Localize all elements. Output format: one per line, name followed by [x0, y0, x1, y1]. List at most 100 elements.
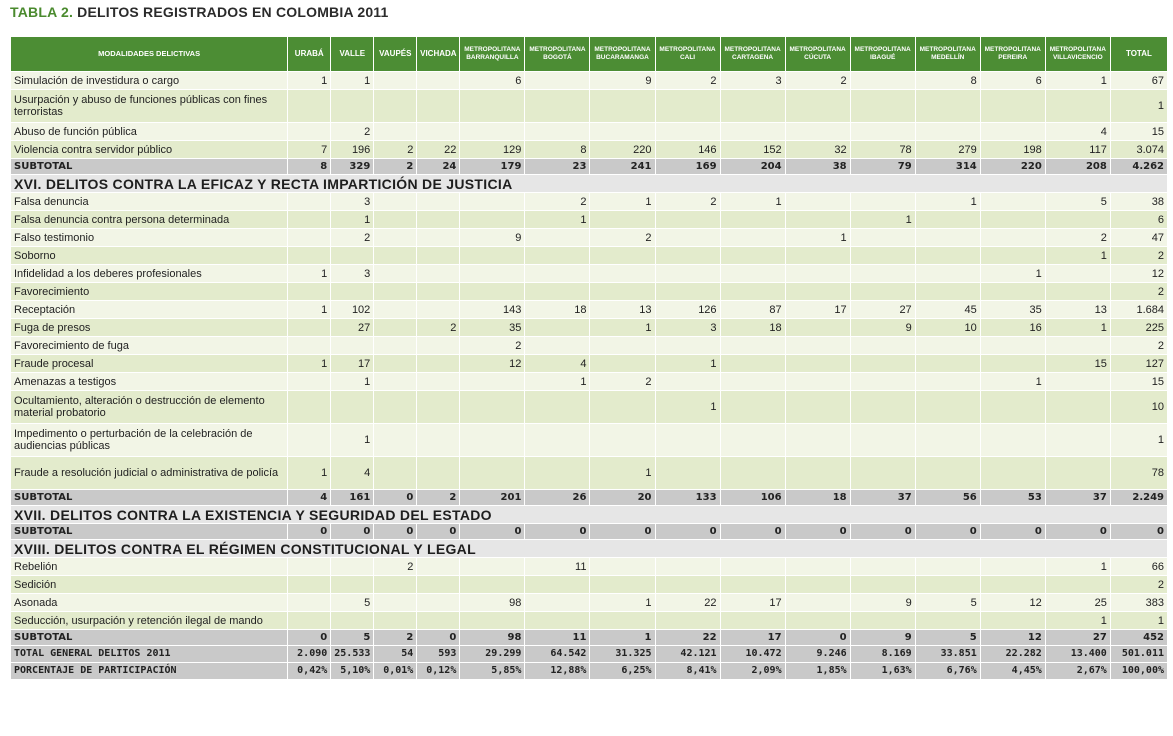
table-cell: 1.684 [1110, 301, 1167, 318]
table-cell: 10 [915, 319, 980, 336]
table-cell [980, 391, 1045, 423]
table-cell: 5 [331, 630, 374, 645]
table-cell [374, 283, 417, 300]
table-cell [460, 90, 525, 122]
table-cell: 24 [417, 159, 460, 174]
table-cell [417, 247, 460, 264]
table-cell: 1 [525, 211, 590, 228]
table-cell [785, 424, 850, 456]
table-cell [460, 265, 525, 282]
table-cell [785, 247, 850, 264]
row-label: Fuga de presos [11, 319, 288, 336]
table-cell: 314 [915, 159, 980, 174]
table-cell: 12,88% [525, 663, 590, 679]
table-cell [288, 90, 331, 122]
table-cell: 1 [590, 457, 655, 489]
table-cell [417, 457, 460, 489]
table-cell: 35 [460, 319, 525, 336]
table-cell [417, 90, 460, 122]
table-cell [785, 612, 850, 629]
table-cell: 1 [915, 193, 980, 210]
table-cell: 1 [288, 301, 331, 318]
table-cell [980, 193, 1045, 210]
table-number: TABLA 2. [10, 4, 74, 20]
table-cell [850, 193, 915, 210]
summary-row: TOTAL GENERAL DELITOS 2011 2.090 25.533 54 5… [11, 646, 1167, 662]
column-header: METROPOLITANA CARTAGENA [720, 37, 785, 71]
column-header: METROPOLITANA BOGOTÁ [525, 37, 590, 71]
row-label: SUBTOTAL [11, 159, 288, 174]
table-cell: 42.121 [655, 646, 720, 662]
table-cell: 4 [331, 457, 374, 489]
table-cell [288, 424, 331, 456]
row-label: Receptación [11, 301, 288, 318]
table-cell [525, 594, 590, 611]
table-cell [417, 193, 460, 210]
table-cell [590, 558, 655, 575]
table-cell: 220 [590, 141, 655, 158]
table-cell [460, 283, 525, 300]
table-cell: 4.262 [1110, 159, 1167, 174]
table-cell [525, 337, 590, 354]
table-cell [655, 558, 720, 575]
table-cell [980, 612, 1045, 629]
table-cell [1045, 211, 1110, 228]
table-cell: 0 [374, 524, 417, 539]
table-cell: 452 [1110, 630, 1167, 645]
table-cell: 16 [980, 319, 1045, 336]
table-cell [525, 319, 590, 336]
column-header: METROPOLITANA IBAGUÉ [850, 37, 915, 71]
table-cell [915, 247, 980, 264]
column-header: METROPOLITANA CÚCUTA [785, 37, 850, 71]
table-cell: 13 [1045, 301, 1110, 318]
row-label: Simulación de investidura o cargo [11, 72, 288, 89]
table-cell: 2 [590, 373, 655, 390]
table-cell [460, 123, 525, 140]
table-cell [525, 576, 590, 593]
table-cell [720, 558, 785, 575]
table-cell: 204 [720, 159, 785, 174]
table-cell: 3.074 [1110, 141, 1167, 158]
table-cell [417, 424, 460, 456]
row-label: Fraude procesal [11, 355, 288, 372]
table-cell: 117 [1045, 141, 1110, 158]
table-cell [374, 72, 417, 89]
table-cell [720, 457, 785, 489]
table-cell [525, 265, 590, 282]
table-cell: 2 [374, 630, 417, 645]
table-cell: 329 [331, 159, 374, 174]
table-cell: 1 [590, 193, 655, 210]
table-cell [331, 283, 374, 300]
table-cell [850, 355, 915, 372]
table-cell: 2 [785, 72, 850, 89]
table-cell: 0 [417, 630, 460, 645]
table-cell: 2,67% [1045, 663, 1110, 679]
table-cell [850, 612, 915, 629]
table-cell: 196 [331, 141, 374, 158]
table-cell: 1 [850, 211, 915, 228]
table-cell: 225 [1110, 319, 1167, 336]
table-cell [720, 373, 785, 390]
row-label: Falsa denuncia contra persona determinad… [11, 211, 288, 228]
table-row: Fuga de presos 27 2 35 1 3 18 9 10 16 1 225 [11, 319, 1167, 336]
table-cell [331, 612, 374, 629]
table-cell: 2.249 [1110, 490, 1167, 505]
table-cell: 1 [1045, 612, 1110, 629]
table-cell: 1 [288, 265, 331, 282]
table-cell: 5,85% [460, 663, 525, 679]
table-cell: 127 [1110, 355, 1167, 372]
table-cell [374, 457, 417, 489]
row-label: Infidelidad a los deberes profesionales [11, 265, 288, 282]
table-cell [417, 594, 460, 611]
table-cell: 5,10% [331, 663, 374, 679]
table-cell: 12 [1110, 265, 1167, 282]
table-cell: 1 [1045, 558, 1110, 575]
table-cell [785, 283, 850, 300]
table-cell [720, 265, 785, 282]
row-label: Amenazas a testigos [11, 373, 288, 390]
table-cell [590, 283, 655, 300]
table-cell [915, 391, 980, 423]
table-cell [590, 612, 655, 629]
table-cell [374, 301, 417, 318]
table-cell [655, 373, 720, 390]
